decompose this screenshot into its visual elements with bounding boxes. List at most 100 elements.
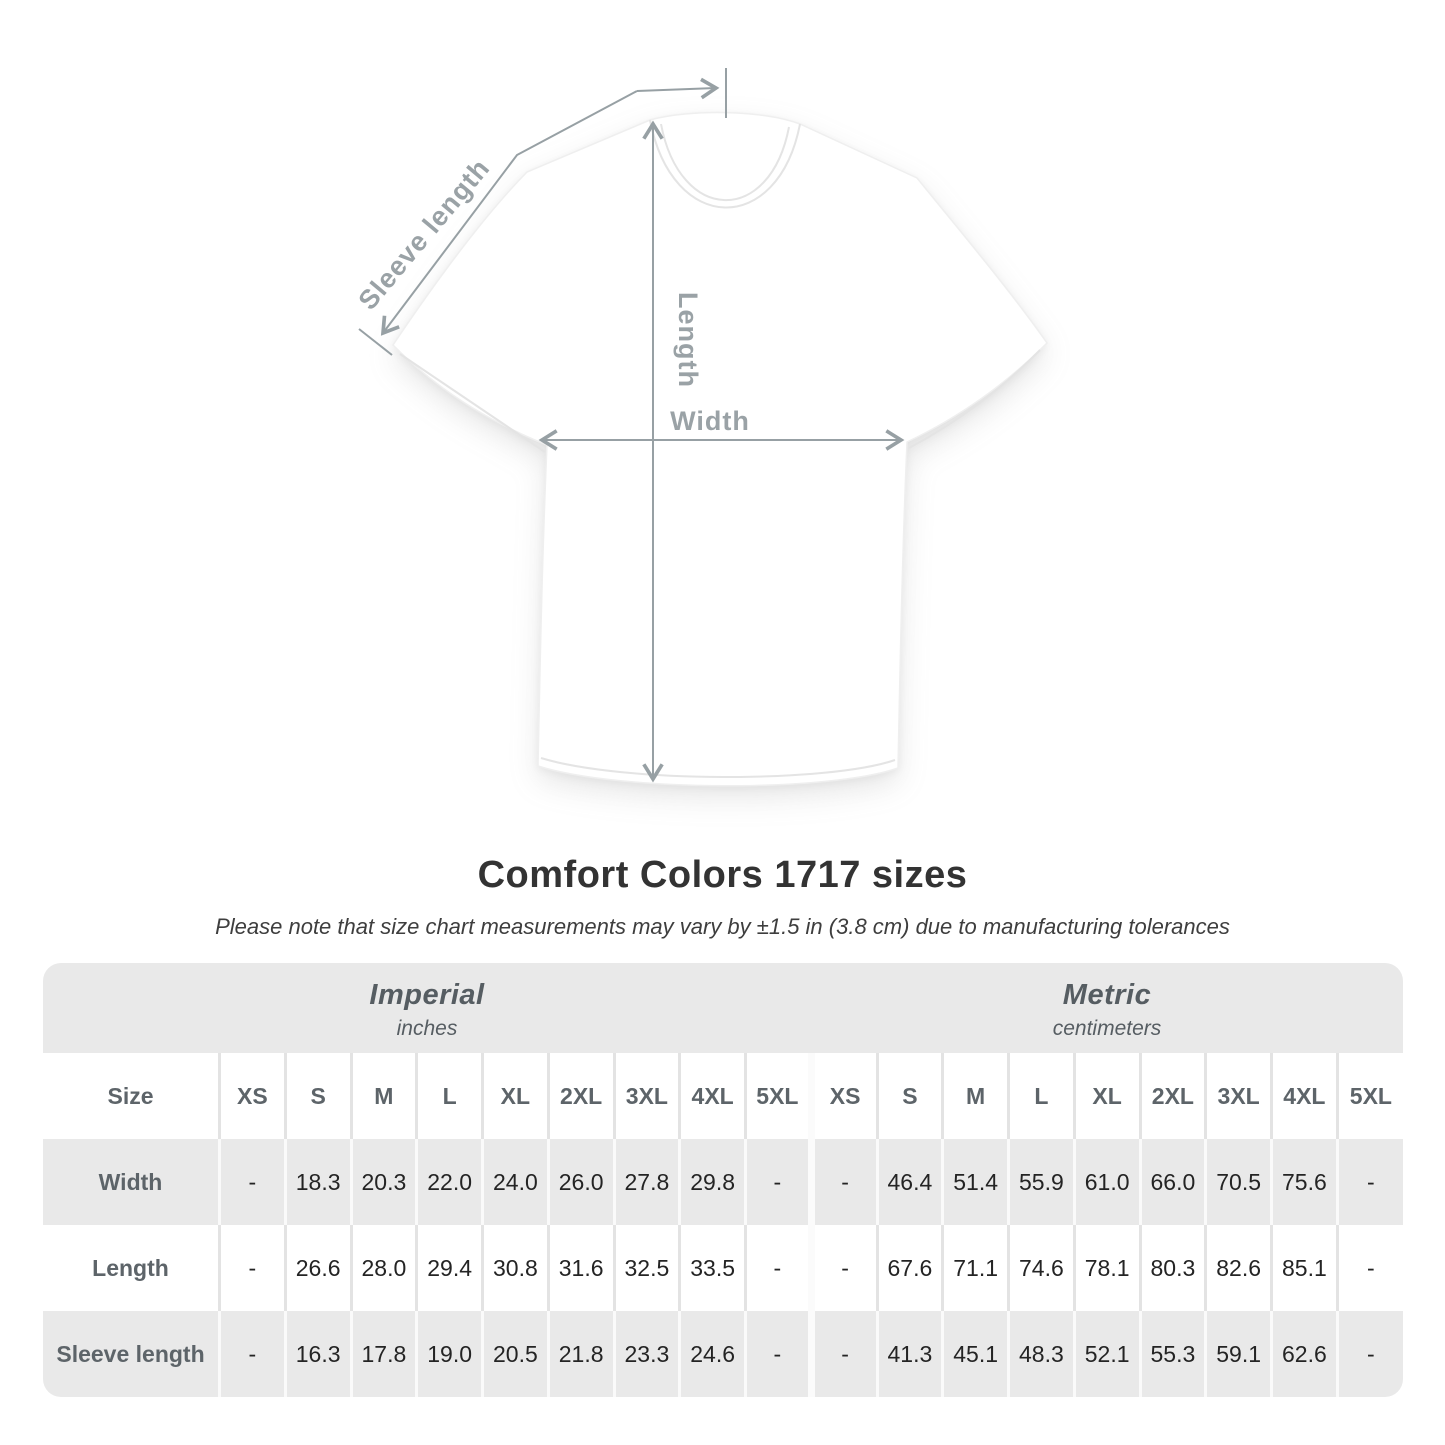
metric-title: Metric — [1062, 979, 1152, 1011]
value-cell: 31.6 — [546, 1225, 614, 1311]
row-label-cell: Length — [43, 1225, 220, 1311]
value-cell: - — [218, 1139, 286, 1225]
size-header-cell: L — [1007, 1053, 1075, 1139]
value-cell: 67.6 — [875, 1225, 943, 1311]
row-label-cell: Width — [43, 1139, 220, 1225]
value-cell: 21.8 — [546, 1311, 614, 1397]
size-header-cell: 3XL — [1204, 1053, 1272, 1139]
size-header-cell: XL — [481, 1053, 549, 1139]
value-cell: - — [807, 1225, 877, 1311]
value-cell: - — [744, 1139, 812, 1225]
value-cell: 45.1 — [941, 1311, 1009, 1397]
value-cell: - — [218, 1311, 286, 1397]
sleeve-length-arrow — [380, 90, 638, 336]
measurements-table: Size XS S M L XL 2XL 3XL 4XL 5XL XS S M L XL 2XL 3XL 4XL 5… — [43, 1053, 1403, 1397]
value-cell: 74.6 — [1007, 1225, 1075, 1311]
value-cell: - — [1335, 1139, 1403, 1225]
value-cell: 26.6 — [283, 1225, 351, 1311]
metric-unit: centimeters — [1052, 1017, 1162, 1040]
value-cell: 24.0 — [481, 1139, 549, 1225]
width-label: Width — [670, 406, 750, 436]
size-header-cell: 3XL — [612, 1053, 680, 1139]
value-cell: 55.3 — [1138, 1311, 1206, 1397]
value-cell: 51.4 — [941, 1139, 1009, 1225]
size-column-header: Size — [43, 1053, 220, 1139]
hem-stitch — [540, 757, 896, 778]
value-cell: - — [1335, 1311, 1403, 1397]
value-cell: 82.6 — [1204, 1225, 1272, 1311]
value-cell: 20.3 — [349, 1139, 417, 1225]
units-header-band: Imperial inches Metric centimeters — [43, 963, 1403, 1053]
value-cell: 80.3 — [1138, 1225, 1206, 1311]
value-cell: 17.8 — [349, 1311, 417, 1397]
value-cell: 52.1 — [1072, 1311, 1140, 1397]
size-header-cell: S — [283, 1053, 351, 1139]
value-cell: 29.8 — [678, 1139, 746, 1225]
left-cuff-stitch — [399, 353, 546, 453]
value-cell: 61.0 — [1072, 1139, 1140, 1225]
size-header-cell: M — [941, 1053, 1009, 1139]
value-cell: 62.6 — [1270, 1311, 1338, 1397]
value-cell: - — [807, 1311, 877, 1397]
value-cell: - — [1335, 1225, 1403, 1311]
value-cell: 70.5 — [1204, 1139, 1272, 1225]
value-cell: 30.8 — [481, 1225, 549, 1311]
size-header-cell: 5XL — [744, 1053, 812, 1139]
size-header-cell: XL — [1072, 1053, 1140, 1139]
value-cell: - — [807, 1139, 877, 1225]
value-cell: 23.3 — [612, 1311, 680, 1397]
value-cell: 85.1 — [1270, 1225, 1338, 1311]
value-cell: 78.1 — [1072, 1225, 1140, 1311]
value-cell: 75.6 — [1270, 1139, 1338, 1225]
table-row: Width -18.3 20.3 22.0 24.0 26.0 27.8 29.8- -46.4… — [43, 1139, 1403, 1225]
value-cell: 18.3 — [283, 1139, 351, 1225]
value-cell: - — [744, 1225, 812, 1311]
size-header-cell: XS — [807, 1053, 877, 1139]
value-cell: 22.0 — [415, 1139, 483, 1225]
value-cell: 55.9 — [1007, 1139, 1075, 1225]
value-cell: 71.1 — [941, 1225, 1009, 1311]
value-cell: 41.3 — [875, 1311, 943, 1397]
value-cell: 59.1 — [1204, 1311, 1272, 1397]
collar-inner-line — [660, 123, 790, 202]
size-table: Imperial inches Metric centimeters Size X… — [43, 963, 1403, 1397]
size-header-cell: 2XL — [1138, 1053, 1206, 1139]
size-header-cell: 4XL — [678, 1053, 746, 1139]
size-header-cell: 5XL — [1335, 1053, 1403, 1139]
size-header-row: Size XS S M L XL 2XL 3XL 4XL 5XL XS S M L XL 2XL 3XL 4XL 5… — [43, 1053, 1403, 1139]
value-cell: 32.5 — [612, 1225, 680, 1311]
value-cell: 16.3 — [283, 1311, 351, 1397]
value-cell: 27.8 — [612, 1139, 680, 1225]
sleeve-length-horizontal-arrow — [636, 77, 720, 100]
table-row: Sleeve length -16.3 17.8 19.0 20.5 21.8 23.3 24… — [43, 1311, 1403, 1397]
value-cell: - — [744, 1311, 812, 1397]
tshirt-measurement-diagram: Sleeve length Length Width — [352, 68, 1048, 787]
size-header-cell: XS — [218, 1053, 286, 1139]
size-header-cell: 2XL — [546, 1053, 614, 1139]
metric-section-header: Metric centimeters — [811, 963, 1403, 1053]
length-label: Length — [673, 292, 703, 388]
size-header-cell: L — [415, 1053, 483, 1139]
size-header-cell: 4XL — [1270, 1053, 1338, 1139]
value-cell: 19.0 — [415, 1311, 483, 1397]
imperial-section-header: Imperial inches — [43, 963, 811, 1053]
value-cell: 48.3 — [1007, 1311, 1075, 1397]
value-cell: 20.5 — [481, 1311, 549, 1397]
table-row: Length -26.6 28.0 29.4 30.8 31.6 32.5 33.5- -67.… — [43, 1225, 1403, 1311]
value-cell: 66.0 — [1138, 1139, 1206, 1225]
tshirt-illustration — [392, 111, 1048, 787]
value-cell: - — [218, 1225, 286, 1311]
right-cuff-stitch — [908, 349, 1041, 449]
size-header-cell: M — [349, 1053, 417, 1139]
value-cell: 46.4 — [875, 1139, 943, 1225]
row-label-cell: Sleeve length — [43, 1311, 220, 1397]
value-cell: 33.5 — [678, 1225, 746, 1311]
value-cell: 28.0 — [349, 1225, 417, 1311]
imperial-unit: inches — [396, 1017, 458, 1040]
value-cell: 24.6 — [678, 1311, 746, 1397]
value-cell: 29.4 — [415, 1225, 483, 1311]
size-header-cell: S — [875, 1053, 943, 1139]
tshirt-body — [392, 111, 1048, 787]
tolerance-note: Please note that size chart measurements… — [215, 914, 1230, 939]
value-cell: 26.0 — [546, 1139, 614, 1225]
